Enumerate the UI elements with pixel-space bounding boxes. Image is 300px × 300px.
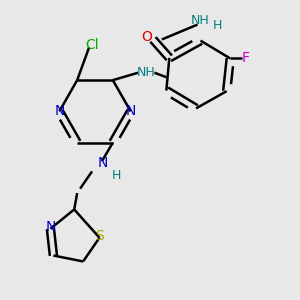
- Text: S: S: [95, 229, 104, 243]
- Text: Cl: Cl: [85, 38, 99, 52]
- Text: NH: NH: [191, 14, 210, 27]
- Text: N: N: [45, 220, 56, 234]
- Text: N: N: [97, 156, 108, 170]
- Text: NH: NH: [137, 66, 155, 79]
- Text: H: H: [112, 169, 122, 182]
- Text: N: N: [54, 104, 64, 118]
- Text: H: H: [213, 19, 222, 32]
- Text: N: N: [125, 104, 136, 118]
- Text: F: F: [242, 52, 250, 65]
- Text: O: O: [142, 30, 152, 44]
